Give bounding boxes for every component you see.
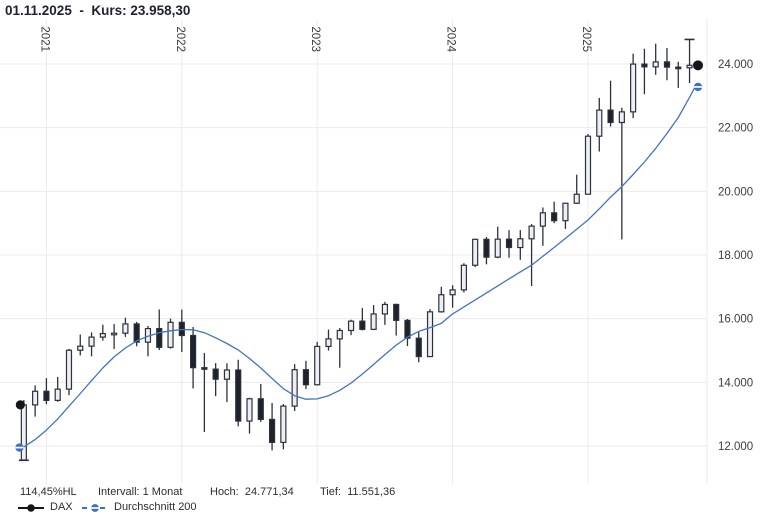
svg-text:14.000: 14.000 [718,377,753,389]
range-percent-label: 114,45%HL [20,486,77,498]
svg-text:2025: 2025 [580,26,592,52]
svg-text:20.000: 20.000 [718,186,753,198]
dax-legend-marker-icon [18,504,44,512]
legend-item-dax[interactable]: DAX [50,501,73,513]
svg-text:2022: 2022 [174,26,186,52]
svg-text:12.000: 12.000 [718,441,753,453]
svg-text:16.000: 16.000 [718,314,753,326]
svg-text:2024: 2024 [445,26,457,52]
high-label: Hoch: 24.771,34 [210,486,294,498]
svg-text:2021: 2021 [38,26,50,52]
svg-text:24.000: 24.000 [718,59,753,71]
svg-text:18.000: 18.000 [718,250,753,262]
average-legend-marker-icon [82,504,108,512]
low-label: Tief: 11.551,36 [320,486,396,498]
chart-title: 01.11.2025 - Kurs: 23.958,30 [5,3,191,18]
legend-item-average[interactable]: Durchschnitt 200 [114,501,197,513]
svg-text:22.000: 22.000 [718,123,753,135]
interval-label: Intervall: 1 Monat [98,486,183,498]
svg-text:2023: 2023 [309,26,321,52]
